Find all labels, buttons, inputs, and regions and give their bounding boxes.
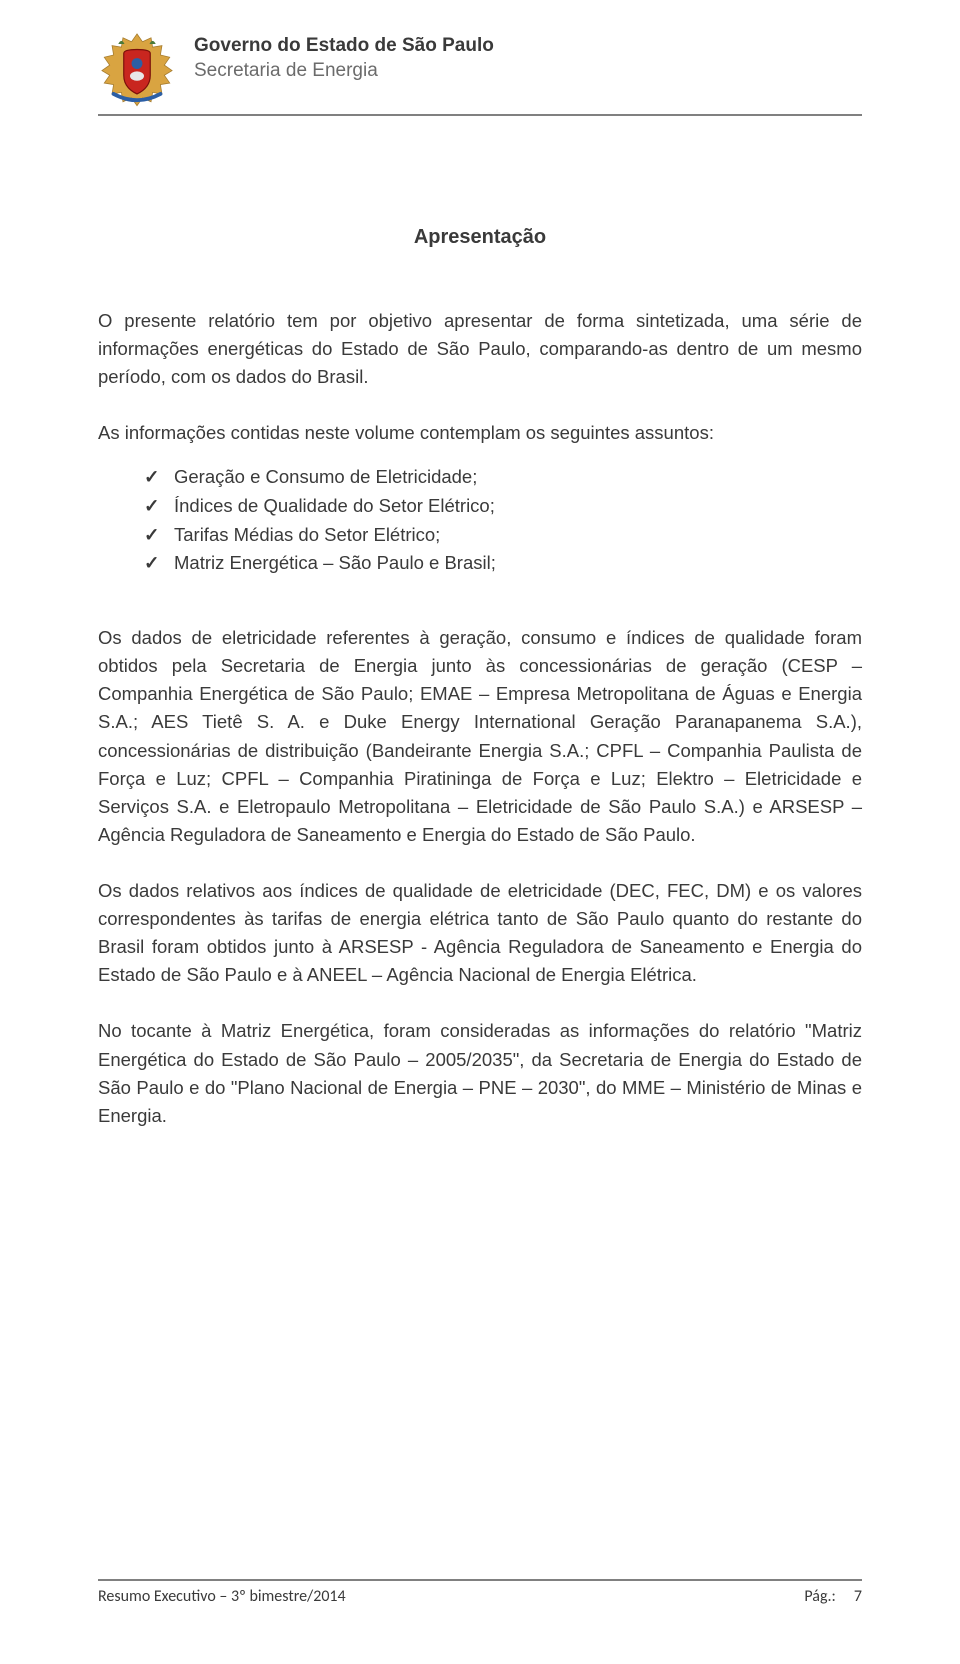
list-item: Índices de Qualidade do Setor Elétrico; — [144, 492, 862, 521]
header-title: Governo do Estado de São Paulo — [194, 34, 494, 59]
list-item: Geração e Consumo de Eletricidade; — [144, 463, 862, 492]
list-item: Tarifas Médias do Setor Elétrico; — [144, 521, 862, 550]
paragraph-sources-generation: Os dados de eletricidade referentes à ge… — [98, 624, 862, 849]
document-header: Governo do Estado de São Paulo Secretari… — [98, 30, 862, 108]
footer-rule — [98, 1579, 862, 1581]
paragraph-matrix: No tocante à Matriz Energética, foram co… — [98, 1017, 862, 1129]
state-coat-of-arms-icon — [98, 30, 176, 108]
list-item: Matriz Energética – São Paulo e Brasil; — [144, 549, 862, 578]
paragraph-topics-lead: As informações contidas neste volume con… — [98, 419, 862, 447]
document-body: Apresentação O presente relatório tem po… — [98, 116, 862, 1130]
topics-list: Geração e Consumo de Eletricidade; Índic… — [98, 463, 862, 578]
page-title: Apresentação — [98, 226, 862, 249]
footer-right: Pág.: 7 — [804, 1587, 862, 1606]
header-subtitle: Secretaria de Energia — [194, 59, 494, 84]
paragraph-sources-quality: Os dados relativos aos índices de qualid… — [98, 877, 862, 989]
paragraph-intro: O presente relatório tem por objetivo ap… — [98, 307, 862, 391]
document-footer: Resumo Executivo – 3º bimestre/2014 Pág.… — [98, 1579, 862, 1606]
footer-page-number: 7 — [854, 1587, 862, 1606]
footer-page-label: Pág.: — [804, 1587, 835, 1606]
footer-left: Resumo Executivo – 3º bimestre/2014 — [98, 1587, 346, 1606]
